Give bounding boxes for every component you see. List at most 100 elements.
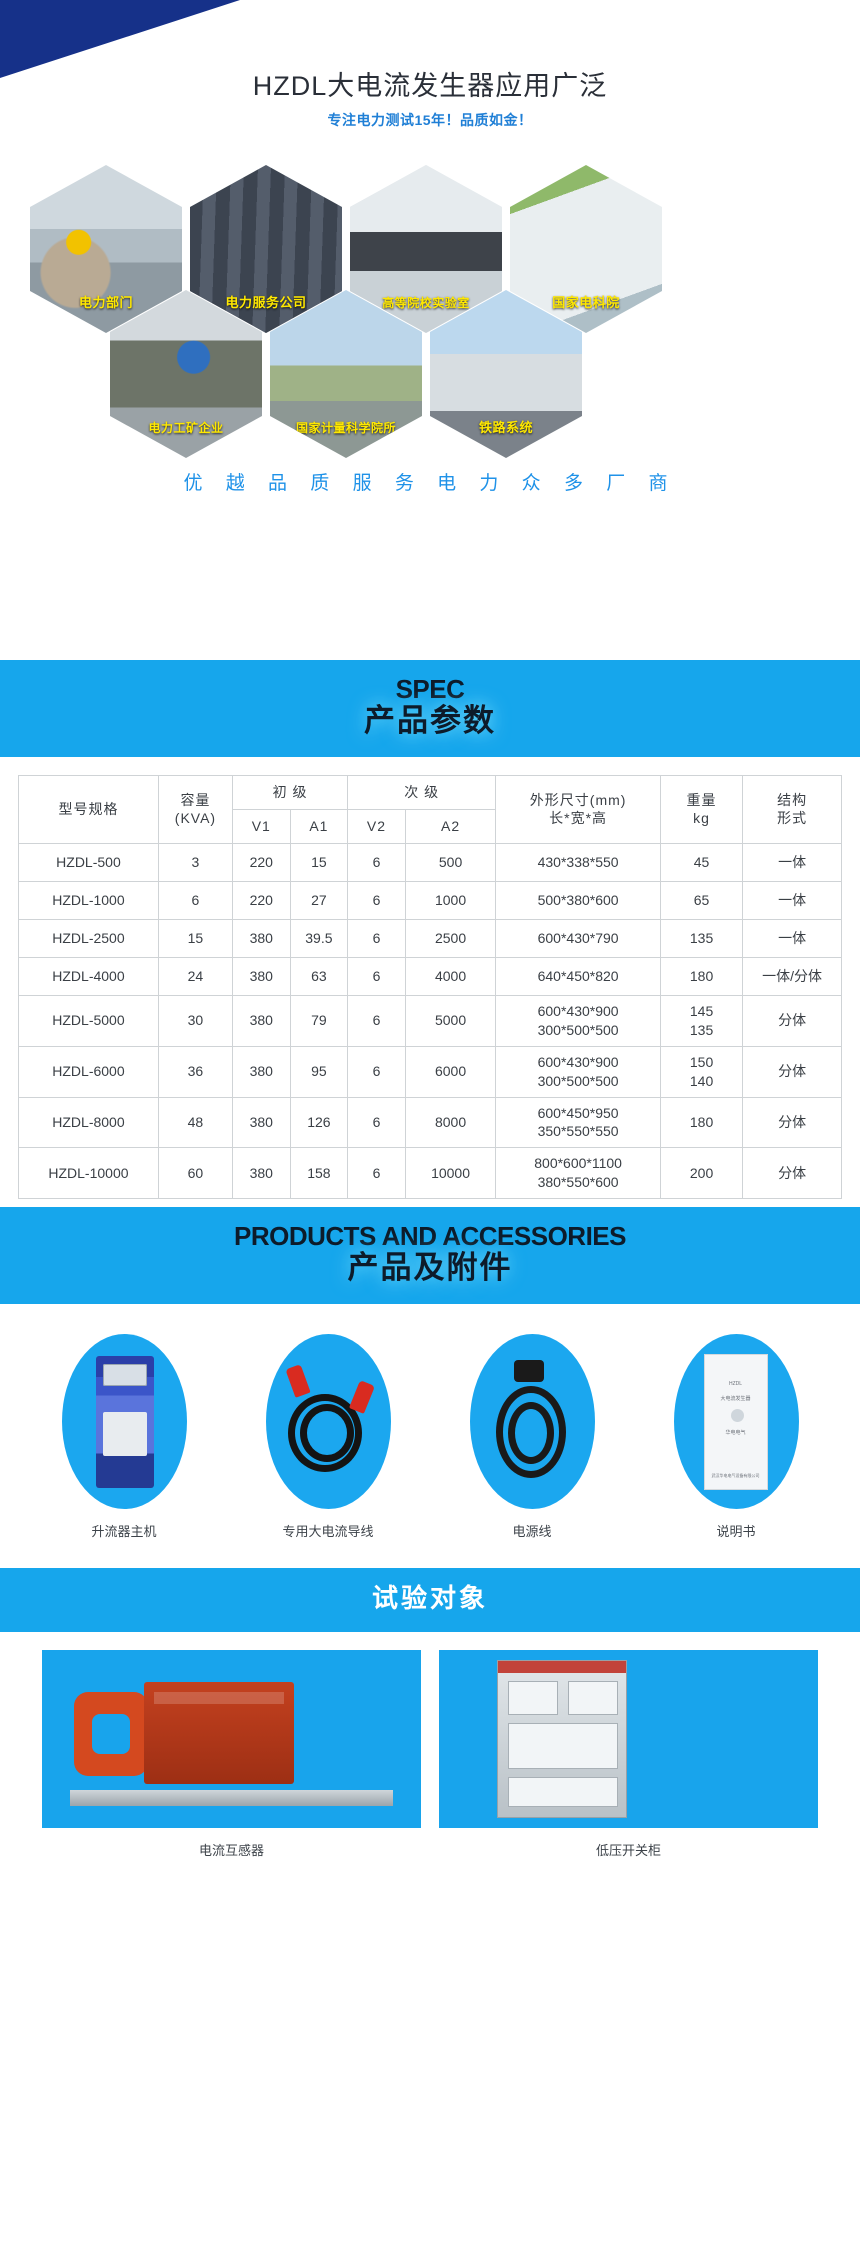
cell-dimension: 600*430*900 300*500*500	[495, 1045, 661, 1098]
cell-a1: 95	[289, 1045, 349, 1098]
product-label: 专用大电流导线	[282, 1524, 374, 1539]
product-item-high-current-cable[interactable]: 专用大电流导线	[226, 1334, 430, 1540]
cell-v2: 6	[347, 918, 406, 958]
cell-v2: 6	[347, 1096, 406, 1149]
col-subheader-a2: A2	[404, 808, 497, 844]
table-row: HZDL-500 3 220 15 6 500 430*338*550 45 一体	[18, 842, 842, 882]
cable-coil-icon	[282, 1360, 376, 1486]
cell-dimension: 600*430*900 300*500*500	[495, 994, 661, 1047]
cell-a2: 8000	[404, 1096, 497, 1149]
product-item-power-cord[interactable]: 电源线	[430, 1334, 634, 1540]
cell-weight: 180	[659, 956, 744, 996]
capacity-label-line2: (KVA)	[174, 810, 217, 827]
cell-v1: 380	[231, 1147, 291, 1200]
product-item-manual[interactable]: HZDL 大电流发生器 华电电气 武汉华电电气设备有限公司 说明书	[634, 1334, 838, 1540]
product-thumbnail-main-unit	[61, 1334, 187, 1509]
cell-structure: 一体	[742, 918, 842, 958]
hexagon-tile-university-lab[interactable]: 高等院校实验室	[350, 165, 502, 333]
manual-text-line4: 武汉华电电气设备有限公司	[711, 1473, 760, 1478]
cell-model: HZDL-5000	[18, 994, 159, 1047]
cell-v1: 220	[231, 880, 291, 920]
col-header-primary: 初 级	[231, 774, 349, 810]
product-label: 升流器主机	[91, 1524, 157, 1539]
structure-label-line1: 结构	[777, 791, 808, 808]
cell-dimension: 430*338*550	[495, 842, 661, 882]
col-subheader-a1: A1	[289, 808, 349, 844]
manual-text-line3: 华电电气	[725, 1430, 746, 1436]
cell-weight: 200	[659, 1147, 744, 1200]
table-row: HZDL-10000 60 380 158 6 10000 800*600*1100 380*…	[18, 1147, 842, 1200]
cell-structure: 一体	[742, 842, 842, 882]
product-label: 电源线	[512, 1524, 552, 1539]
cell-weight: 180	[659, 1096, 744, 1149]
product-label: 说明书	[716, 1524, 756, 1539]
cell-a2: 500	[404, 842, 497, 882]
cell-dimension: 640*450*820	[495, 956, 661, 996]
cell-a2: 10000	[404, 1147, 497, 1200]
col-header-capacity: 容量 (KVA)	[157, 774, 233, 844]
cell-weight: 150 140	[659, 1045, 744, 1098]
cell-a1: 126	[289, 1096, 349, 1149]
col-header-dimension: 外形尺寸(mm) 长*宽*高	[495, 774, 661, 844]
spec-banner-english-title: SPEC	[395, 674, 465, 704]
product-item-main-unit[interactable]: 升流器主机	[22, 1334, 226, 1540]
cell-v1: 380	[231, 1045, 291, 1098]
capacity-label-line1: 容量	[180, 791, 211, 808]
hero-tagline: 优 越 品 质 服 务 电 力 众 多 厂 商	[183, 473, 677, 494]
hero-section: HZDL大电流发生器应用广泛 专注电力测试15年！品质如金！ 电力部门 电力服务…	[0, 0, 860, 660]
col-subheader-v1: V1	[231, 808, 291, 844]
cell-v1: 380	[231, 1096, 291, 1149]
test-object-item-low-voltage-switchgear[interactable]: 低压开关柜	[439, 1649, 818, 1859]
cell-weight: 145 135	[659, 994, 744, 1047]
cell-model: HZDL-8000	[18, 1096, 159, 1149]
cell-model: HZDL-6000	[18, 1045, 159, 1098]
cell-v2: 6	[347, 842, 406, 882]
cell-weight: 135	[659, 918, 744, 958]
table-row: HZDL-4000 24 380 63 6 4000 640*450*820 180 一体/分体	[18, 956, 842, 996]
table-row: HZDL-1000 6 220 27 6 1000 500*380*600 65 一体	[18, 880, 842, 920]
cell-structure: 分体	[742, 1147, 842, 1200]
page-subtitle: 专注电力测试15年！品质如金！	[327, 112, 533, 128]
dimension-label-line2: 长*宽*高	[549, 810, 608, 827]
cell-capacity: 60	[157, 1147, 233, 1200]
cell-structure: 一体	[742, 880, 842, 920]
switchgear-cabinet-icon	[497, 1659, 627, 1818]
test-objects-gallery: 电流互感器 低压开关柜	[0, 1632, 860, 1859]
cell-dimension: 800*600*1100 380*550*600	[495, 1147, 661, 1200]
page-title: HZDL大电流发生器应用广泛	[252, 71, 608, 101]
cell-capacity: 36	[157, 1045, 233, 1098]
test-object-label: 电流互感器	[198, 1842, 264, 1858]
cell-a2: 1000	[404, 880, 497, 920]
spec-section-banner: SPEC 产品参数	[0, 660, 860, 757]
cell-capacity: 24	[157, 956, 233, 996]
hexagon-label: 电力服务公司	[225, 295, 307, 310]
cell-a1: 79	[289, 994, 349, 1047]
cell-capacity: 3	[157, 842, 233, 882]
cell-a2: 4000	[404, 956, 497, 996]
cell-dimension: 600*450*950 350*550*550	[495, 1096, 661, 1149]
hexagon-tile-national-metrology-institute[interactable]: 国家计量科学院所	[270, 290, 422, 458]
structure-label-line2: 形式	[777, 810, 808, 827]
cell-v1: 380	[231, 994, 291, 1047]
cell-a2: 5000	[404, 994, 497, 1047]
test-banner-chinese-title: 试验对象	[371, 1583, 488, 1613]
cell-dimension: 500*380*600	[495, 880, 661, 920]
current-booster-icon	[95, 1356, 154, 1488]
cell-v2: 6	[347, 1147, 406, 1200]
col-header-secondary: 次 级	[347, 774, 497, 810]
test-object-image-current-transformer	[42, 1649, 421, 1828]
table-row: HZDL-8000 48 380 126 6 8000 600*450*950 350*550…	[18, 1096, 842, 1149]
spec-table-wrapper: 型号规格 容量 (KVA) 初 级 次 级 外形尺寸(mm) 长*宽*高 重量 …	[0, 757, 860, 1207]
cell-v2: 6	[347, 880, 406, 920]
hexagon-photo-national-metrology-institute	[270, 290, 422, 458]
spec-table: 型号规格 容量 (KVA) 初 级 次 级 外形尺寸(mm) 长*宽*高 重量 …	[18, 774, 842, 1200]
cell-model: HZDL-10000	[18, 1147, 159, 1200]
cell-weight: 45	[659, 842, 744, 882]
cell-model: HZDL-2500	[18, 918, 159, 958]
cell-structure: 分体	[742, 1096, 842, 1149]
col-header-model: 型号规格	[18, 774, 159, 844]
hexagon-photo-university-lab	[350, 165, 502, 333]
cell-model: HZDL-4000	[18, 956, 159, 996]
test-object-item-current-transformer[interactable]: 电流互感器	[42, 1649, 421, 1859]
spec-banner-chinese-title: 产品参数	[364, 703, 496, 739]
